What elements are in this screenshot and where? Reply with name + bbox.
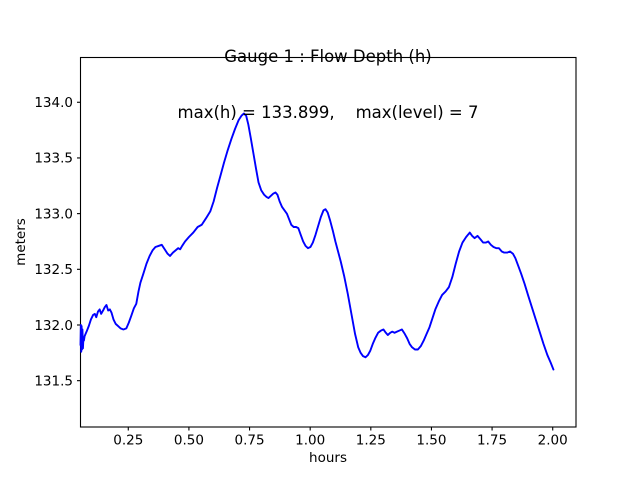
y-axis-label: meters	[13, 218, 29, 266]
chart-title-line1: Gauge 1 : Flow Depth (h)	[224, 47, 432, 66]
flow-depth-line	[79, 112, 555, 371]
x-tick-label: 0.25	[113, 433, 143, 449]
y-tick-label: 133.5	[34, 151, 73, 167]
y-tick-label: 131.5	[34, 373, 73, 389]
x-axis-label: hours	[309, 450, 347, 466]
y-tick-label: 132.5	[34, 262, 73, 278]
x-tick-label: 1.25	[356, 433, 386, 449]
x-tick-label: 0.75	[235, 433, 265, 449]
chart-title: Gauge 1 : Flow Depth (h) max(h) = 133.89…	[80, 11, 576, 159]
x-tick-label: 1.00	[295, 433, 325, 449]
chart-title-line2: max(h) = 133.899, max(level) = 7	[177, 102, 479, 122]
y-tick-label: 132.0	[34, 318, 73, 334]
x-tick-label: 0.50	[174, 433, 204, 449]
axes-frame	[79, 56, 577, 428]
y-tick-label: 134.0	[34, 95, 73, 111]
y-tick-label: 133.0	[34, 206, 73, 222]
x-tick-label: 1.50	[416, 433, 446, 449]
x-tick-label: 1.75	[477, 433, 507, 449]
x-tick-label: 2.00	[538, 433, 568, 449]
